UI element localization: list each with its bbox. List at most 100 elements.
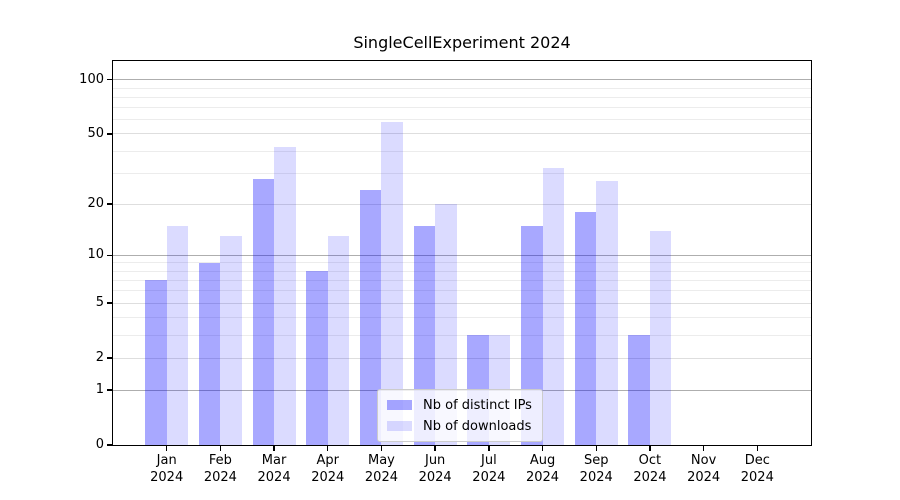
x-month-label: May xyxy=(368,453,395,468)
x-tick-label: Feb 2024 xyxy=(188,452,252,486)
legend-item: Nb of distinct IPs xyxy=(387,396,532,414)
y-gridline xyxy=(113,290,811,292)
x-tick-mark xyxy=(273,446,275,451)
x-month-label: Feb xyxy=(208,453,232,468)
bar-downloads xyxy=(649,230,672,445)
x-tick-label: Oct 2024 xyxy=(618,452,682,486)
x-year-label: 2024 xyxy=(418,470,452,485)
x-tick-mark xyxy=(702,446,705,451)
y-gridline xyxy=(113,279,811,281)
y-gridline xyxy=(113,133,811,135)
x-tick-label: Apr 2024 xyxy=(296,452,360,486)
bar-distinct-ips xyxy=(628,335,650,445)
x-tick-mark xyxy=(541,446,544,451)
y-tick-label: 1 xyxy=(95,382,104,398)
x-month-label: Mar xyxy=(261,453,287,468)
y-gridline xyxy=(113,79,811,81)
x-tick-label: Sep 2024 xyxy=(564,452,628,486)
x-year-label: 2024 xyxy=(525,470,560,485)
bar-downloads xyxy=(381,122,403,445)
chart-title: SingleCellExperiment 2024 xyxy=(353,33,571,52)
y-tick-mark xyxy=(107,254,112,256)
x-month-label: Aug xyxy=(529,453,556,468)
x-tick-label: Jun 2024 xyxy=(403,452,467,486)
x-month-label: Apr xyxy=(316,453,340,468)
x-year-label: 2024 xyxy=(203,470,237,485)
y-gridline xyxy=(113,150,811,152)
x-tick-mark xyxy=(165,446,168,451)
y-gridline xyxy=(113,357,811,359)
legend: Nb of distinct IPs Nb of downloads xyxy=(377,389,543,442)
x-tick-label: Aug 2024 xyxy=(511,452,575,486)
y-tick-mark xyxy=(107,389,112,391)
x-tick-mark xyxy=(434,446,436,451)
plot-area: Nb of distinct IPs Nb of downloads xyxy=(112,60,812,446)
x-tick-mark xyxy=(488,446,490,451)
bar-distinct-ips xyxy=(574,211,597,445)
x-year-label: 2024 xyxy=(257,470,291,485)
bar-distinct-ips xyxy=(145,280,167,445)
x-year-label: 2024 xyxy=(687,470,721,485)
y-gridline xyxy=(113,262,811,264)
y-tick-mark xyxy=(107,302,112,304)
legend-label: Nb of downloads xyxy=(423,418,532,434)
x-tick-mark xyxy=(219,446,222,451)
x-tick-mark xyxy=(595,446,597,451)
x-year-label: 2024 xyxy=(633,470,667,485)
x-tick-label: Jan 2024 xyxy=(135,452,199,486)
legend-label: Nb of distinct IPs xyxy=(423,397,532,413)
bar-downloads xyxy=(435,204,457,445)
x-tick-label: Jul 2024 xyxy=(457,452,521,486)
y-gridline xyxy=(113,107,811,109)
y-tick-label: 50 xyxy=(87,125,104,141)
y-tick-mark xyxy=(107,357,112,359)
legend-item: Nb of downloads xyxy=(387,417,532,435)
y-gridline xyxy=(113,254,811,256)
legend-swatch xyxy=(387,421,412,431)
legend-swatch xyxy=(387,400,412,410)
y-tick-label: 10 xyxy=(87,247,104,263)
y-tick-mark xyxy=(107,133,112,135)
bar-distinct-ips xyxy=(252,178,275,445)
x-month-label: Sep xyxy=(583,453,609,468)
x-tick-mark xyxy=(380,446,383,451)
bar-downloads xyxy=(220,236,242,445)
y-tick-label: 20 xyxy=(87,196,104,212)
x-year-label: 2024 xyxy=(311,470,345,485)
x-month-label: Dec xyxy=(744,453,770,468)
y-gridline xyxy=(113,172,811,174)
x-month-label: Jun xyxy=(424,453,446,468)
x-tick-mark xyxy=(649,446,651,451)
bar-distinct-ips xyxy=(359,190,382,445)
x-year-label: 2024 xyxy=(150,470,184,485)
y-gridline xyxy=(113,334,811,336)
y-tick-mark xyxy=(107,79,112,81)
x-year-label: 2024 xyxy=(579,470,613,485)
y-gridline xyxy=(113,317,811,319)
y-tick-label: 5 xyxy=(95,295,104,311)
x-year-label: 2024 xyxy=(472,470,506,485)
bar-downloads xyxy=(166,225,189,445)
x-month-label: Jul xyxy=(481,453,497,468)
bar-downloads xyxy=(274,147,296,445)
x-tick-label: May 2024 xyxy=(349,452,413,486)
x-tick-mark xyxy=(756,446,758,451)
y-gridline xyxy=(113,87,811,89)
x-tick-label: Mar 2024 xyxy=(242,452,306,486)
y-gridline xyxy=(113,270,811,272)
x-tick-mark xyxy=(327,446,329,451)
y-gridline xyxy=(113,302,811,304)
x-month-label: Oct xyxy=(638,453,662,468)
y-tick-label: 0 xyxy=(95,437,104,452)
y-tick-label: 2 xyxy=(95,350,104,366)
y-gridline xyxy=(113,203,811,205)
bar-distinct-ips xyxy=(306,271,328,445)
y-tick-mark xyxy=(107,444,112,446)
bar-distinct-ips xyxy=(198,262,221,445)
y-tick-mark xyxy=(107,203,112,205)
y-tick-label: 100 xyxy=(79,71,104,87)
bar-downloads xyxy=(542,168,565,445)
x-month-label: Nov xyxy=(690,453,717,468)
x-year-label: 2024 xyxy=(364,470,398,485)
